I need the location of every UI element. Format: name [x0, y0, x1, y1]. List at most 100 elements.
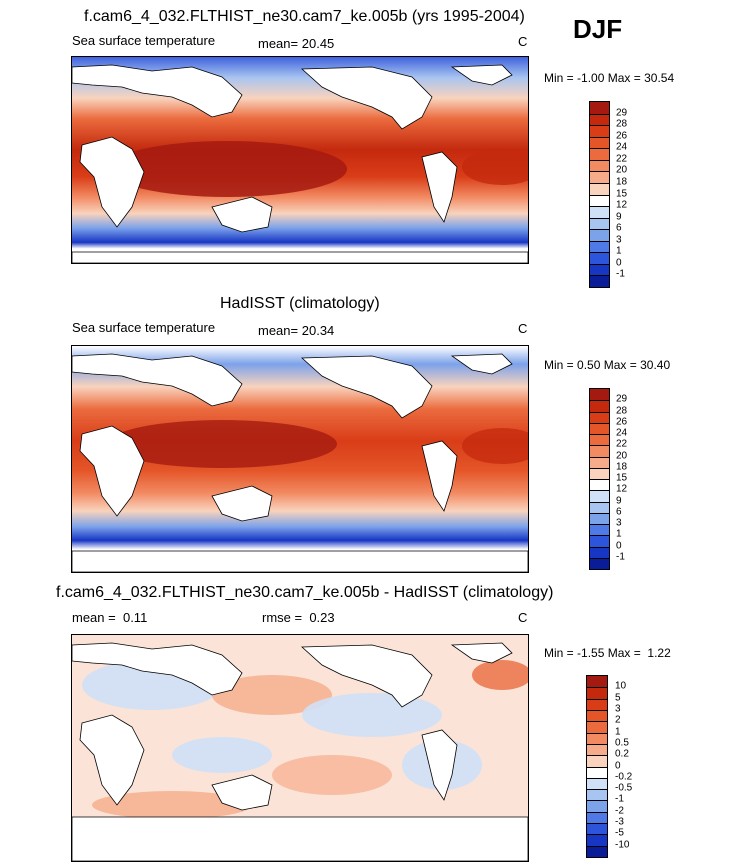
colorbar-tick-label: 28 [616, 118, 628, 130]
panel2-colorbar [589, 388, 610, 570]
colorbar-swatch [590, 275, 609, 287]
colorbar-tick-label: 6 [616, 222, 622, 234]
panel3-colorbar-ticks: 10 5 3 2 1 0.5 0.2 0 -0.2 -0.5 -1 -2 -3 -5 -10 [615, 675, 655, 856]
panel3-minmax: Min = -1.55 Max = 1.22 [544, 646, 671, 660]
colorbar-tick-label: 15 [616, 188, 628, 199]
colorbar-tick-label: 24 [616, 141, 628, 153]
colorbar-tick-label: 3 [616, 517, 622, 529]
panel1-max-label: Max = [607, 71, 641, 85]
colorbar-swatch [590, 125, 609, 137]
colorbar-tick-label: 1 [616, 528, 622, 540]
panel1-mean-label: mean= [258, 36, 299, 51]
colorbar-tick-label: 20 [616, 164, 628, 176]
colorbar-tick-label: 0.5 [615, 737, 629, 749]
colorbar-swatch [590, 434, 609, 446]
colorbar-tick-label: -2 [615, 805, 624, 817]
panel2-minmax: Min = 0.50 Max = 30.40 [544, 358, 670, 372]
colorbar-swatch [590, 411, 609, 423]
panel3-max-label: Max = [607, 646, 641, 660]
colorbar-tick-label: 12 [616, 483, 628, 495]
colorbar-tick-label: 9 [616, 495, 622, 506]
colorbar-tick-label: 26 [616, 130, 628, 142]
colorbar-swatch [587, 777, 607, 790]
panel1-min-label: Min = [544, 71, 574, 85]
panel1-mean-value: 20.45 [301, 36, 335, 51]
colorbar-swatch [587, 823, 607, 835]
panel1-title: f.cam6_4_032.FLTHIST_ne30.cam7_ke.005b (… [84, 8, 525, 25]
colorbar-tick-label: 22 [616, 438, 628, 450]
panel1-max-value: 30.54 [644, 71, 675, 85]
colorbar-swatch [590, 206, 609, 218]
colorbar-swatch [590, 229, 609, 241]
season-label: DJF [573, 14, 623, 44]
colorbar-tick-label: 26 [616, 416, 628, 428]
colorbar-swatch [590, 467, 609, 479]
colorbar-swatch [590, 501, 609, 513]
colorbar-swatch [587, 811, 607, 824]
colorbar-swatch [590, 217, 609, 230]
panel3-rmse: rmse = 0.23 [262, 610, 335, 625]
colorbar-tick-label: -1 [615, 793, 624, 805]
panel3-units: C [518, 610, 528, 625]
colorbar-tick-label: 18 [616, 176, 628, 188]
panel1-units: C [518, 34, 528, 49]
colorbar-tick-label: 29 [616, 107, 628, 119]
panel1-min-value: -1.00 [577, 71, 605, 85]
colorbar-tick-label: 28 [616, 405, 628, 416]
colorbar-swatch [590, 148, 609, 160]
colorbar-tick-label: 29 [616, 393, 628, 405]
colorbar-swatch [590, 159, 609, 172]
colorbar-swatch [587, 834, 607, 846]
colorbar-swatch [587, 698, 607, 710]
colorbar-tick-label: 0 [615, 760, 621, 771]
colorbar-tick-label: 18 [616, 461, 628, 473]
colorbar-tick-label: -1 [616, 551, 625, 563]
panel1-field [72, 57, 528, 263]
colorbar-tick-label: 10 [615, 680, 627, 692]
colorbar-swatch [587, 800, 607, 812]
colorbar-tick-label: 3 [615, 703, 621, 715]
colorbar-tick-label: 24 [616, 427, 628, 439]
colorbar-tick-label: 0 [616, 257, 622, 269]
panel3-min-label: Min = [544, 646, 574, 660]
panel3-rmse-value: 0.23 [309, 610, 335, 625]
colorbar-tick-label: 2 [615, 714, 621, 726]
panel2-max-label: Max = [603, 358, 637, 372]
panel3-mean: mean = 0.11 [72, 610, 147, 625]
panel2-units: C [518, 321, 528, 336]
colorbar-tick-label: 0 [616, 540, 622, 551]
colorbar-tick-label: 6 [616, 506, 622, 518]
colorbar-swatch [587, 743, 607, 756]
colorbar-swatch [590, 512, 609, 524]
colorbar-swatch [590, 535, 609, 547]
colorbar-tick-label: 1 [616, 245, 622, 257]
panel3-map [71, 634, 529, 862]
colorbar-swatch [587, 721, 607, 733]
panel1-variable: Sea surface temperature [72, 33, 216, 48]
colorbar-tick-label: -10 [615, 839, 630, 851]
colorbar-swatch [590, 240, 609, 253]
colorbar-tick-label: -1 [616, 268, 625, 280]
colorbar-swatch [590, 490, 609, 502]
colorbar-tick-label: 9 [616, 211, 622, 223]
panel2-min-label: Min = [544, 358, 574, 372]
panel2-map [71, 345, 529, 573]
colorbar-swatch [587, 709, 607, 722]
colorbar-swatch [590, 422, 609, 434]
colorbar-tick-label: -0.5 [615, 782, 633, 794]
colorbar-tick-label: 20 [616, 450, 628, 461]
panel1-map [71, 56, 529, 264]
colorbar-swatch [590, 400, 609, 412]
colorbar-tick-label: 5 [615, 692, 621, 704]
colorbar-tick-label: 1 [615, 726, 621, 738]
colorbar-tick-label: 15 [616, 472, 628, 484]
panel2-max-value: 30.40 [640, 358, 671, 372]
colorbar-swatch [587, 845, 607, 857]
panel1-colorbar-ticks: 29 28 26 24 22 20 18 15 12 9 6 3 1 0 -1 [616, 101, 656, 286]
colorbar-swatch [590, 252, 609, 264]
colorbar-swatch [590, 557, 609, 569]
colorbar-tick-label: 0.2 [615, 748, 629, 760]
panel2-variable: Sea surface temperature [72, 320, 216, 335]
panel2-min-value: 0.50 [577, 358, 601, 372]
colorbar-swatch [590, 171, 609, 183]
